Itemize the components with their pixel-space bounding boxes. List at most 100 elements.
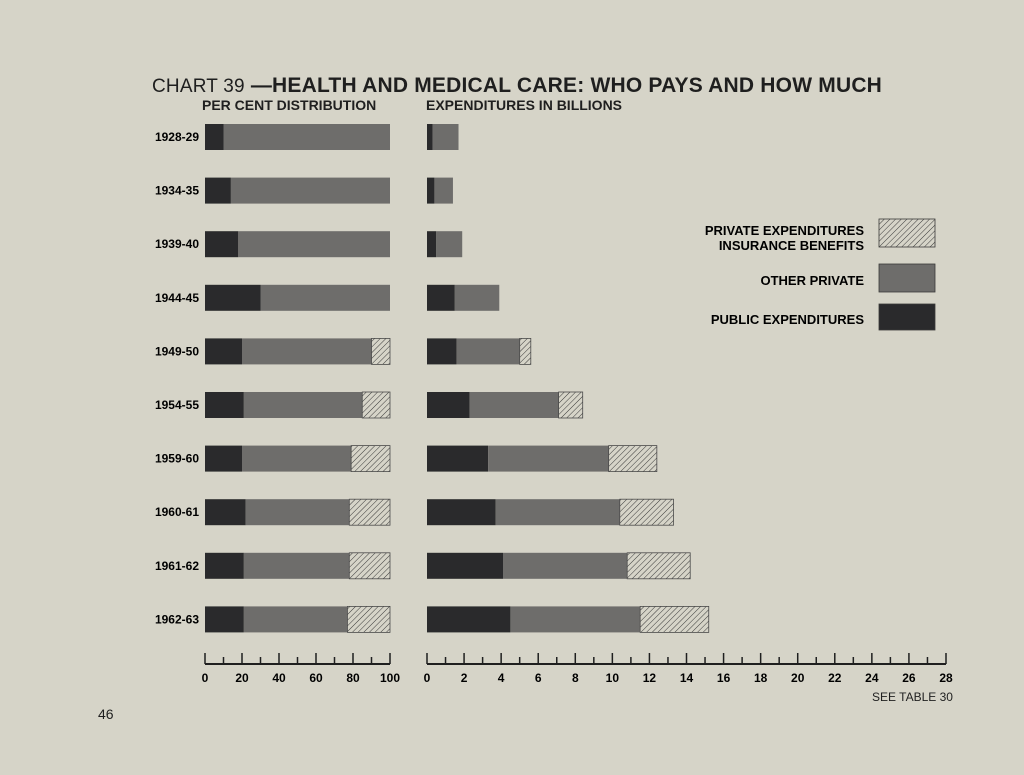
bar-segment-public xyxy=(205,552,244,579)
bar-segment-other-private xyxy=(495,499,620,526)
category-label: 1962-63 xyxy=(155,612,199,626)
bar-segment-other-private xyxy=(243,392,363,418)
bar-segment-insurance xyxy=(639,606,710,633)
bar-segment-other-private xyxy=(242,445,352,472)
bar-segment-other-private xyxy=(223,124,390,150)
x-tick-label: 0 xyxy=(202,671,209,685)
bar-segment-other-private xyxy=(432,124,459,150)
bar-segment-insurance xyxy=(608,445,658,473)
bar-segment-public xyxy=(427,231,437,258)
bar-segment-public xyxy=(427,606,511,633)
percent-distribution-chart: 1928-29 1934-35 1939-40 1944-45 1949-50 1954-… xyxy=(155,124,400,685)
bar-segment-other-private xyxy=(456,338,520,365)
bar-segment-public xyxy=(427,445,489,472)
x-tick-label: 2 xyxy=(461,671,468,685)
x-tick-label: 80 xyxy=(346,671,360,685)
x-tick-label: 24 xyxy=(865,671,879,685)
bar-segment-insurance xyxy=(361,391,391,419)
legend-label: PUBLIC EXPENDITURES xyxy=(711,312,864,327)
expenditures-chart: 0 2 4 6 8 10 12 14 16 18 20 22 24 26 28 xyxy=(424,124,953,685)
bar-segment-public xyxy=(427,177,435,204)
bar-segment-insurance xyxy=(619,498,674,526)
bar-segment-public xyxy=(205,445,242,472)
legend-label: PRIVATE EXPENDITURES xyxy=(705,223,864,238)
bar-segment-public xyxy=(205,231,239,258)
bar-segment-other-private xyxy=(436,231,463,258)
left-panel-title: PER CENT DISTRIBUTION xyxy=(202,97,377,113)
x-tick-label: 26 xyxy=(902,671,916,685)
bar-segment-insurance xyxy=(348,498,391,526)
x-tick-label: 28 xyxy=(939,671,953,685)
bar-segment-public xyxy=(427,284,455,311)
bar-segment-public xyxy=(427,338,457,365)
x-tick-label: 0 xyxy=(424,671,431,685)
bar-segment-public xyxy=(427,392,470,418)
category-label: 1928-29 xyxy=(155,130,199,144)
bar-segment-insurance xyxy=(558,391,584,419)
category-label: 1960-61 xyxy=(155,505,199,519)
x-tick-label: 40 xyxy=(272,671,286,685)
bar-segment-other-private xyxy=(488,445,609,472)
x-tick-label: 12 xyxy=(643,671,657,685)
bar-segment-other-private xyxy=(242,338,372,365)
category-label: 1954-55 xyxy=(155,398,199,412)
legend-swatch-other-private xyxy=(878,263,936,293)
category-label: 1944-45 xyxy=(155,291,199,305)
legend-label: OTHER PRIVATE xyxy=(760,273,864,288)
x-tick-label: 14 xyxy=(680,671,694,685)
chart-number: CHART 39 xyxy=(152,76,245,97)
x-tick-label: 16 xyxy=(717,671,731,685)
x-tick-label: 10 xyxy=(606,671,620,685)
bar-segment-other-private xyxy=(243,552,350,579)
bar-segment-insurance xyxy=(347,606,391,633)
bar-segment-other-private xyxy=(469,392,559,418)
bar-segment-other-private xyxy=(260,284,390,311)
category-label: 1934-35 xyxy=(155,184,199,198)
bar-segment-other-private xyxy=(243,606,348,633)
bar-segment-insurance xyxy=(350,445,391,473)
bar-segment-public xyxy=(205,606,244,633)
bar-segment-other-private xyxy=(454,284,500,311)
x-tick-label: 22 xyxy=(828,671,842,685)
bar-segment-other-private xyxy=(230,177,390,204)
x-tick-label: 20 xyxy=(235,671,249,685)
bar-segment-public xyxy=(205,392,244,418)
bar-segment-public xyxy=(205,338,242,365)
bar-segment-insurance xyxy=(348,552,391,580)
x-tick-label: 4 xyxy=(498,671,505,685)
legend-label: INSURANCE BENEFITS xyxy=(719,238,865,253)
legend-swatch-public xyxy=(878,303,936,331)
bar-segment-public xyxy=(427,124,433,150)
category-label: 1949-50 xyxy=(155,344,199,358)
bar-segment-insurance xyxy=(519,337,532,365)
legend-swatch-insurance xyxy=(878,218,936,248)
bar-segment-public xyxy=(205,177,231,204)
bar-segment-other-private xyxy=(502,552,628,579)
x-tick-label: 60 xyxy=(309,671,323,685)
bar-segment-public xyxy=(205,499,246,526)
bar-segment-insurance xyxy=(371,337,391,365)
page-number: 46 xyxy=(98,706,114,722)
bar-segment-public xyxy=(205,284,261,311)
category-label: 1959-60 xyxy=(155,452,199,466)
bar-segment-other-private xyxy=(245,499,350,526)
category-label: 1939-40 xyxy=(155,237,199,251)
x-tick-label: 8 xyxy=(572,671,579,685)
footer-note: SEE TABLE 30 xyxy=(872,690,953,704)
x-tick-label: 20 xyxy=(791,671,805,685)
bar-segment-public xyxy=(427,499,496,526)
bar-segment-public xyxy=(205,124,224,150)
chart-title-text: —HEALTH AND MEDICAL CARE: WHO PAYS AND H… xyxy=(250,74,883,97)
category-label: 1961-62 xyxy=(155,559,199,573)
x-tick-label: 18 xyxy=(754,671,768,685)
bar-segment-other-private xyxy=(238,231,390,258)
x-tick-label: 6 xyxy=(535,671,542,685)
bar-segment-other-private xyxy=(434,177,453,204)
right-panel-title: EXPENDITURES IN BILLIONS xyxy=(426,97,623,113)
bar-segment-other-private xyxy=(510,606,641,633)
bar-segment-insurance xyxy=(626,552,691,580)
chart-title: CHART 39 —HEALTH AND MEDICAL CARE: WHO P… xyxy=(152,74,882,98)
